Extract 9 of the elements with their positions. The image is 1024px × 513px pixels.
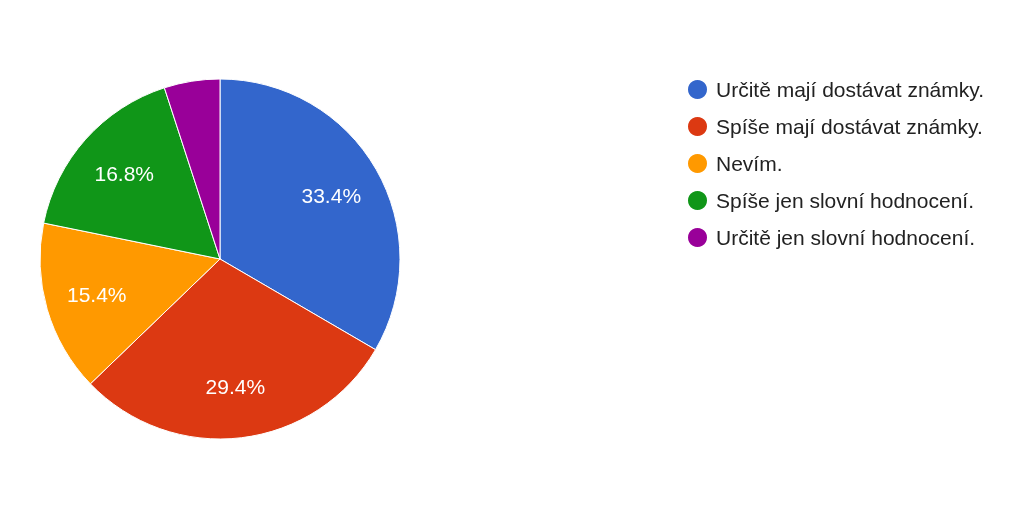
legend-label: Určitě mají dostávat známky. <box>716 78 985 101</box>
legend-label: Spíše jen slovní hodnocení. <box>716 189 975 212</box>
data-label: 29.4% <box>205 374 266 398</box>
data-label: 15.4% <box>66 283 127 307</box>
legend-label: Nevím. <box>716 152 783 175</box>
data-label: 16.8% <box>94 162 155 186</box>
legend-label: Spíše mají dostávat známky. <box>716 115 983 138</box>
data-label: 33.4% <box>301 183 362 207</box>
legend-label: Určitě jen slovní hodnocení. <box>716 226 976 249</box>
